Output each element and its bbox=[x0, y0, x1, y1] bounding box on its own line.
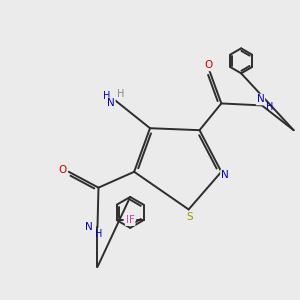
Text: H: H bbox=[103, 91, 110, 101]
Text: H: H bbox=[266, 102, 273, 112]
Text: F: F bbox=[129, 215, 135, 225]
Text: N: N bbox=[107, 98, 115, 108]
Text: S: S bbox=[187, 212, 194, 222]
Text: N: N bbox=[221, 170, 229, 180]
Text: F: F bbox=[126, 215, 132, 225]
Text: O: O bbox=[59, 165, 67, 175]
Text: N: N bbox=[85, 222, 92, 232]
Text: H: H bbox=[117, 89, 124, 99]
Text: O: O bbox=[205, 60, 213, 70]
Text: N: N bbox=[256, 94, 264, 104]
Text: H: H bbox=[95, 229, 103, 239]
